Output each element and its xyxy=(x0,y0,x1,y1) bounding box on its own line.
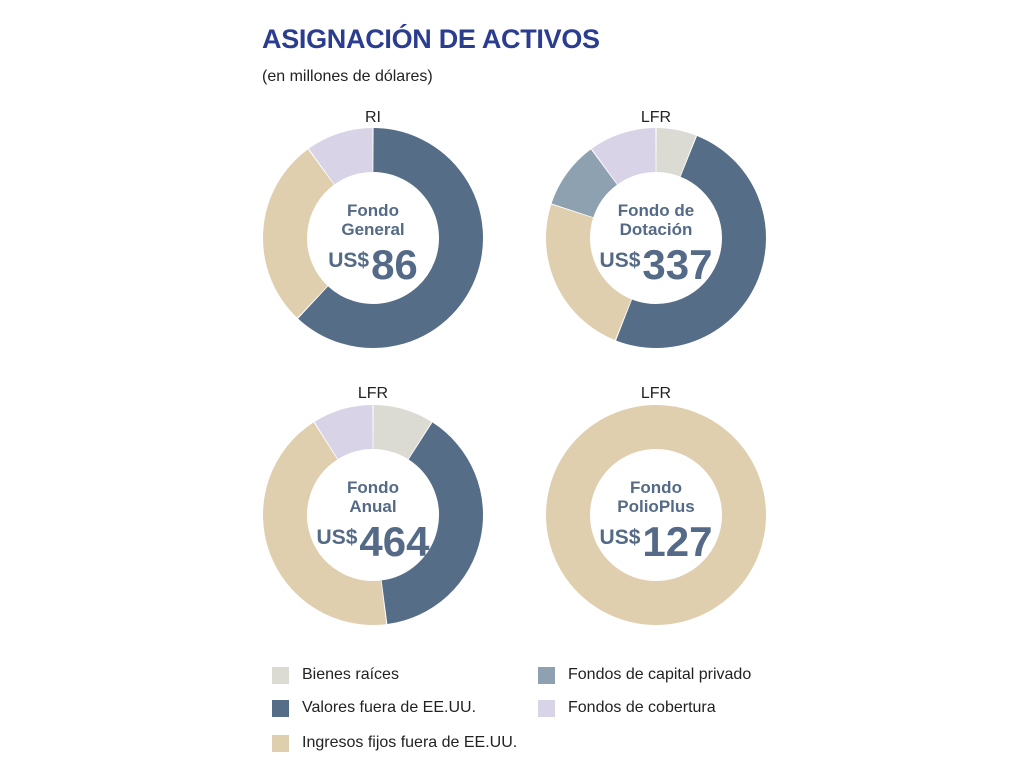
fund-amount: US$86 xyxy=(328,241,418,288)
legend-item-valores: Valores fuera de EE.UU. xyxy=(272,699,476,717)
slice-ingresos xyxy=(263,149,335,318)
chart-subtitle: (en millones de dólares) xyxy=(262,68,433,85)
slice-cobertura xyxy=(308,128,374,185)
slice-ingresos xyxy=(263,422,387,625)
legend-item-capital: Fondos de capital privado xyxy=(538,666,751,684)
fund-total: 464 xyxy=(359,518,430,565)
legend-label-cobertura: Fondos de cobertura xyxy=(568,699,716,716)
fund-amount: US$464 xyxy=(317,518,431,565)
fund-currency: US$ xyxy=(317,526,358,549)
legend-item-ingresos: Ingresos fijos fuera de EE.UU. xyxy=(272,734,517,752)
slice-ingresos xyxy=(546,204,633,341)
fund-currency: US$ xyxy=(600,526,641,549)
donut-top-label: LFR xyxy=(641,385,671,402)
chart-title: ASIGNACIÓN DE ACTIVOS xyxy=(262,24,600,54)
legend-swatch-bienes xyxy=(272,666,289,684)
legend-label-capital: Fondos de capital privado xyxy=(568,666,752,683)
fund-currency: US$ xyxy=(600,249,641,272)
slice-valores xyxy=(298,128,483,348)
fund-currency: US$ xyxy=(328,249,369,272)
fund-amount: US$127 xyxy=(600,518,713,565)
slice-bienes xyxy=(655,128,696,177)
slice-cobertura xyxy=(314,405,374,460)
fund-name-line2: Anual xyxy=(349,497,396,516)
legend-swatch-cobertura xyxy=(538,699,555,717)
legend-swatch-capital xyxy=(538,666,555,684)
fund-amount: US$337 xyxy=(600,241,713,288)
fund-name-line2: General xyxy=(341,220,404,239)
slice-cobertura xyxy=(591,128,657,185)
legend-swatch-ingresos xyxy=(272,734,289,752)
fund-total: 127 xyxy=(642,518,712,565)
fund-name-line1: Fondo xyxy=(347,201,399,220)
slice-capital xyxy=(551,149,618,219)
legend-item-cobertura: Fondos de cobertura xyxy=(538,699,716,717)
fund-total: 337 xyxy=(642,241,712,288)
fund-name-line2: Dotación xyxy=(620,220,693,239)
fund-name-line2: PolioPlus xyxy=(617,497,694,516)
legend-swatch-valores xyxy=(272,699,289,717)
legend-label-bienes: Bienes raíces xyxy=(302,666,399,683)
slice-bienes xyxy=(372,405,432,460)
legend-label-ingresos: Ingresos fijos fuera de EE.UU. xyxy=(302,734,518,751)
slice-valores xyxy=(616,135,767,348)
fund-total: 86 xyxy=(371,241,418,288)
legend-item-bienes: Bienes raíces xyxy=(272,666,399,684)
fund-name-line1: Fondo xyxy=(630,478,682,497)
legend-label-valores: Valores fuera de EE.UU. xyxy=(302,699,477,716)
fund-name-line1: Fondo xyxy=(347,478,399,497)
slice-valores xyxy=(380,422,483,625)
slice-ingresos xyxy=(546,405,766,625)
donut-top-label: LFR xyxy=(358,385,388,402)
donut-top-label: RI xyxy=(365,109,381,126)
donut-top-label: LFR xyxy=(641,109,671,126)
fund-name-line1: Fondo de xyxy=(618,201,694,220)
